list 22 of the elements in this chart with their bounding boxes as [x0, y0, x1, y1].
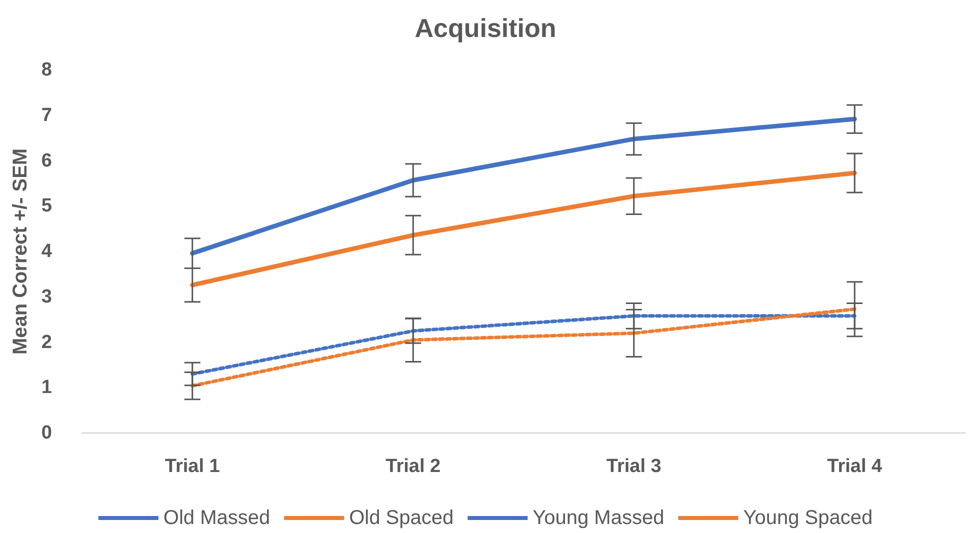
y-tick-label: 8: [41, 60, 52, 80]
y-tick-label: 4: [41, 241, 52, 262]
chart-title: Acquisition: [414, 13, 556, 43]
x-tick-label: Trial 3: [606, 456, 662, 477]
y-tick-label: 5: [41, 196, 52, 217]
y-tick-label: 6: [41, 150, 52, 172]
x-tick-label: Trial 1: [164, 456, 220, 477]
legend-label: Old Massed: [163, 507, 270, 529]
y-tick-label: 2: [41, 332, 52, 353]
y-tick-label: 0: [41, 422, 52, 444]
y-axis-title: Mean Correct +/- SEM: [10, 148, 32, 355]
legend-label: Young Massed: [532, 507, 664, 529]
x-tick-label: Trial 2: [386, 456, 441, 477]
legend-label: Old Spaced: [349, 507, 454, 529]
x-tick-label: Trial 4: [827, 456, 883, 477]
y-tick-label: 3: [41, 286, 52, 308]
line-series: [190, 116, 857, 256]
y-tick-label: 1: [41, 377, 52, 398]
line-series: [190, 307, 856, 388]
legend-label: Young Spaced: [743, 507, 873, 529]
line-series: [190, 170, 857, 288]
y-tick-label: 7: [41, 104, 52, 126]
